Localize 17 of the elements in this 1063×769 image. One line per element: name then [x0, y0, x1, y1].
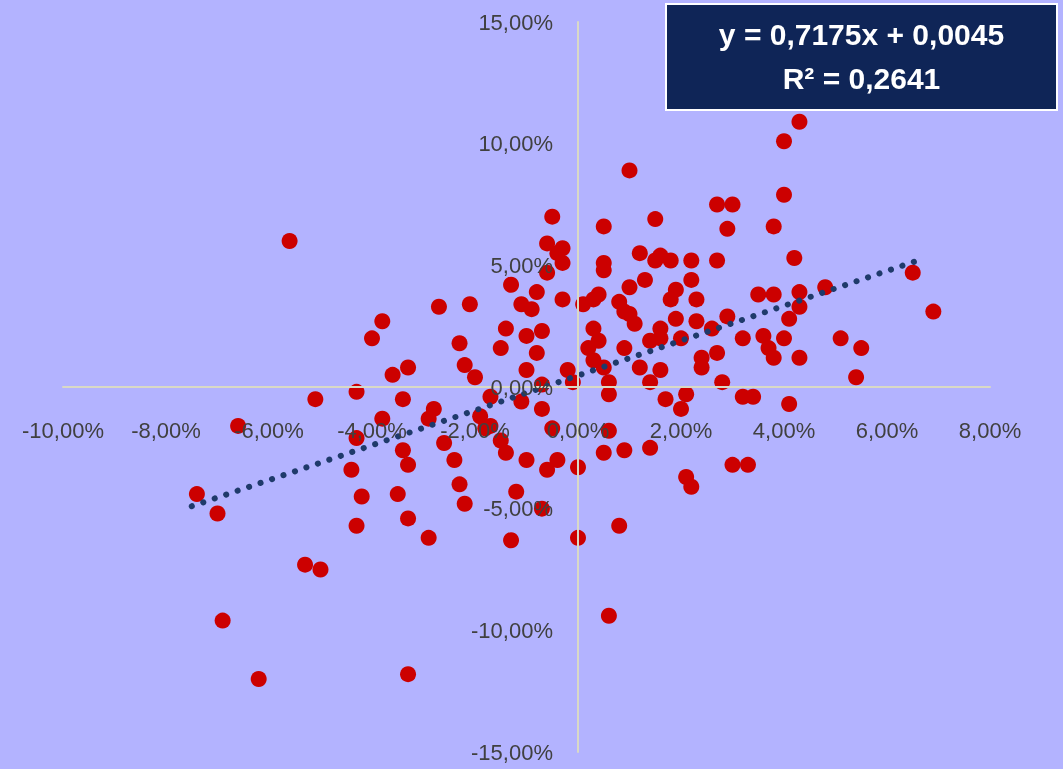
x-tick-label: 2,00% — [649, 417, 713, 443]
x-tick-label: -6,00% — [234, 417, 304, 443]
y-tick-label: 15,00% — [478, 9, 553, 35]
x-tick-label: 4,00% — [752, 417, 816, 443]
y-tick-label: 0,00% — [490, 374, 553, 400]
y-tick-label: -10,00% — [471, 617, 553, 643]
annotation: y = 0,7175x + 0,0045 — [718, 17, 1005, 53]
x-tick-label: -8,00% — [131, 417, 201, 443]
x-tick-label: -10,00% — [22, 417, 104, 443]
y-tick-label: -15,00% — [471, 739, 553, 765]
y-tick-label: 10,00% — [478, 131, 553, 157]
x-tick-label: 6,00% — [855, 417, 919, 443]
y-tick-label: 5,00% — [490, 252, 553, 278]
x-tick-label: 8,00% — [958, 417, 1022, 443]
annotation: R² = 0,2641 — [782, 61, 941, 97]
x-tick-label: -4,00% — [337, 417, 407, 443]
equation-box: y = 0,7175x + 0,0045 R² = 0,2641 — [665, 3, 1058, 111]
